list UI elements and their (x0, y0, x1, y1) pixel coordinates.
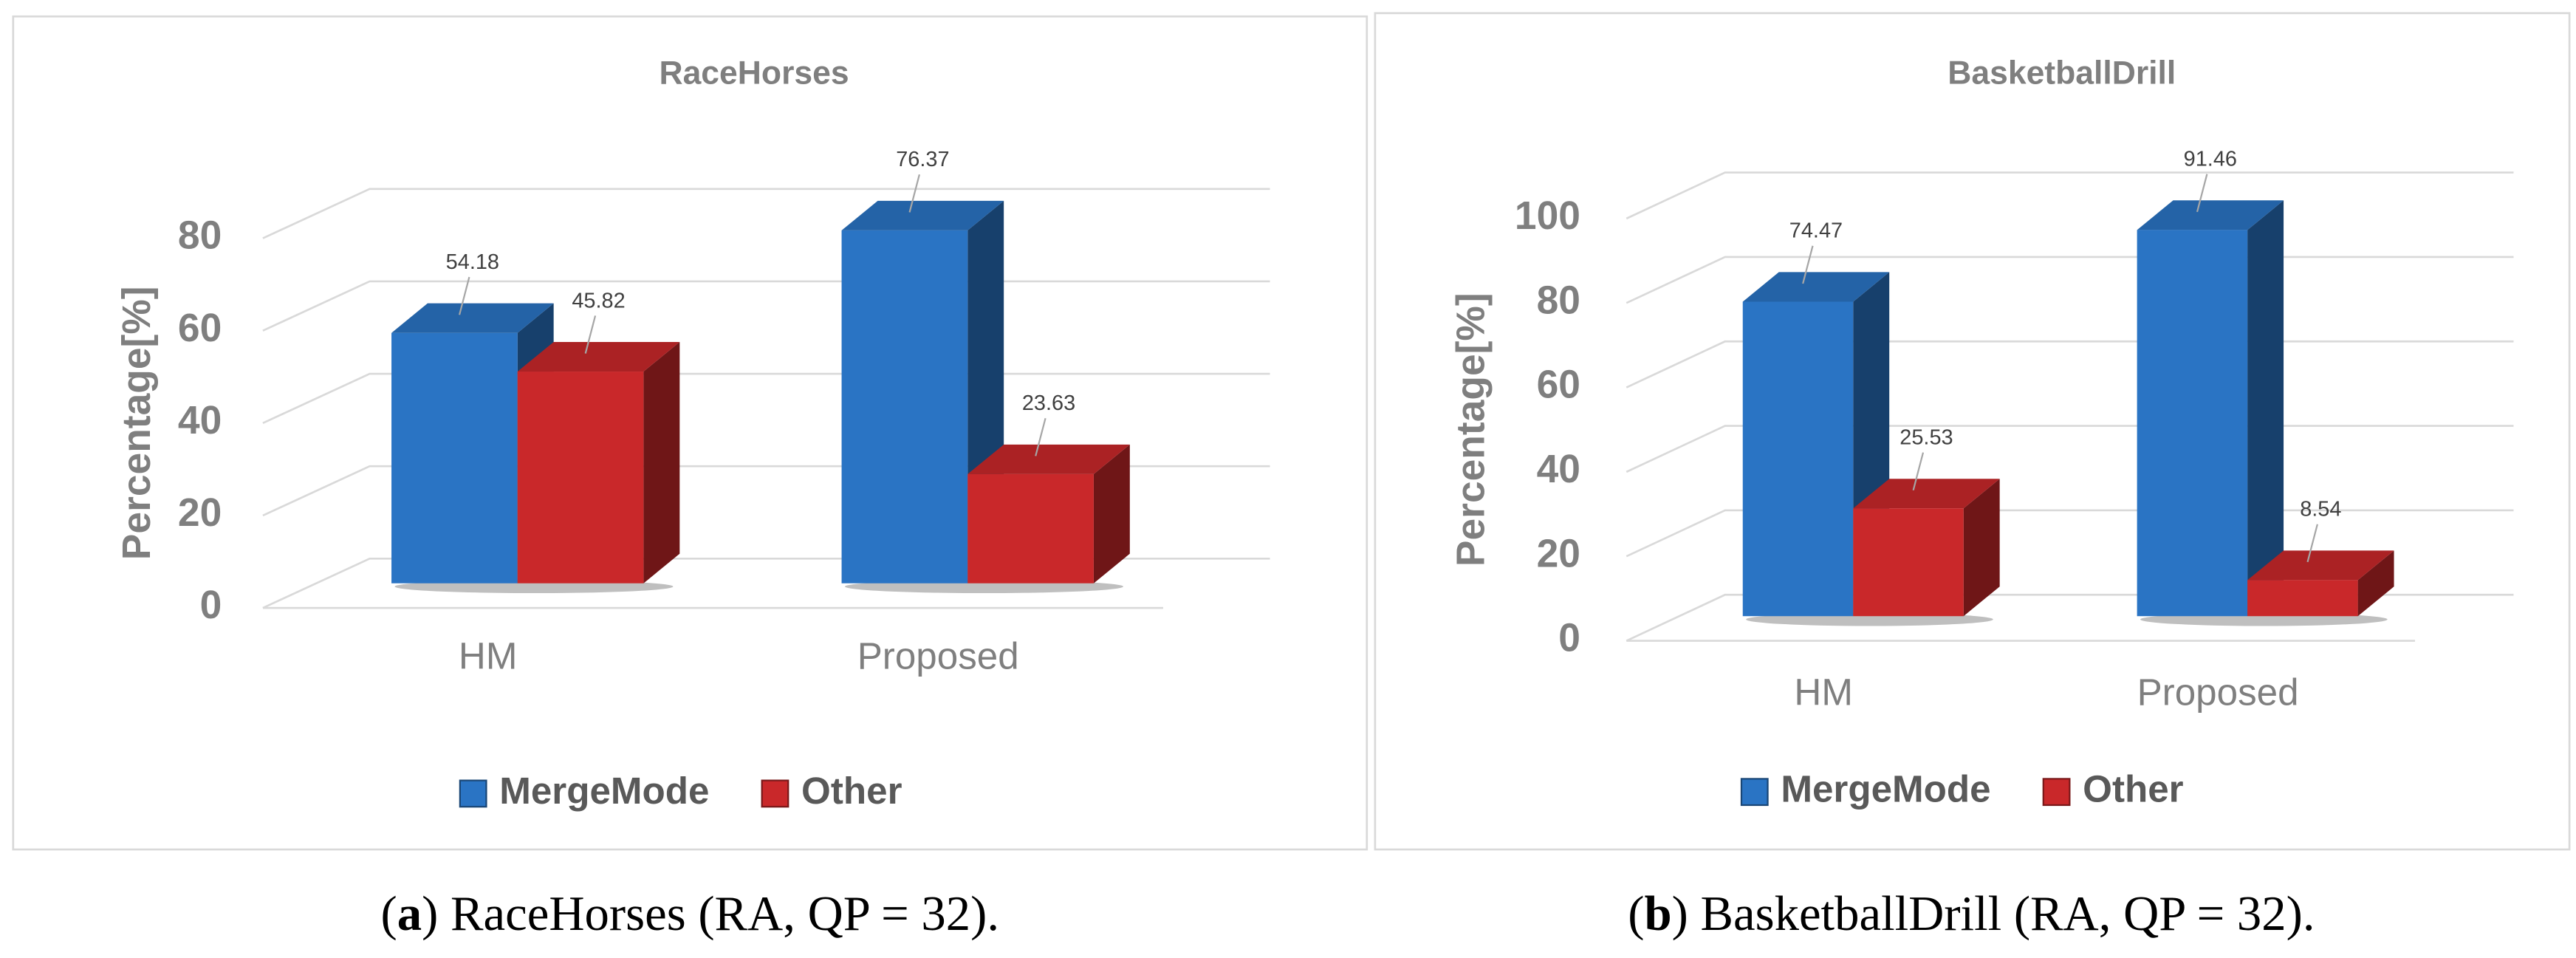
value-label: 45.82 (572, 289, 625, 312)
bar-top (517, 341, 680, 372)
y-tick-label: 60 (178, 307, 222, 350)
legend-swatch (761, 779, 789, 808)
bar-front (2247, 580, 2358, 617)
bar-front (1742, 301, 1854, 617)
bar-side (1093, 444, 1130, 584)
value-leader (1802, 245, 1814, 284)
y-tick-label: 0 (200, 584, 222, 627)
chart-title: BasketballDrill (1948, 55, 2176, 91)
y-tick-label: 100 (1515, 194, 1580, 238)
caption-open: ( (1628, 887, 1644, 941)
bar-front (2137, 230, 2248, 617)
bar-top (967, 444, 1130, 474)
x-tick-label: Proposed (857, 634, 1019, 677)
legend-swatch (459, 779, 487, 808)
caption: (b) BasketballDrill (RA, QP = 32). (1628, 887, 2315, 941)
chart: RaceHorses 0 20 40 60 80 Percentage[%] HM 54.18 4… (12, 15, 1368, 941)
x-tick-label: HM (459, 634, 518, 677)
y-tick-label: 0 (1558, 617, 1580, 660)
value-leader (458, 276, 470, 315)
value-label: 76.37 (896, 148, 949, 171)
bar-top (2137, 200, 2284, 230)
bar-front (391, 332, 518, 584)
panel (12, 15, 1368, 851)
bar-front (517, 372, 644, 584)
value-leader (1035, 417, 1046, 456)
bar-side (2247, 200, 2284, 617)
caption-open: ( (381, 887, 397, 941)
bar-top (2247, 550, 2394, 581)
value-label: 54.18 (446, 250, 499, 274)
y-tick-label: 20 (1537, 532, 1580, 575)
bar-front (967, 473, 1094, 584)
bar (2137, 200, 2284, 617)
y-tick-label: 80 (178, 214, 222, 258)
value-leader (2196, 174, 2208, 213)
bar-top (391, 303, 554, 333)
y-axis-label: Percentage[%] (115, 286, 159, 560)
caption-text: ) BasketballDrill (RA, QP = 32). (1672, 887, 2315, 941)
panel (1374, 12, 2571, 851)
bar-front (1853, 508, 1964, 617)
value-label: 91.46 (2184, 148, 2237, 171)
value-label: 23.63 (1022, 391, 1075, 415)
caption-text: ) RaceHorses (RA, QP = 32). (422, 887, 999, 941)
x-tick-label: HM (1794, 671, 1853, 713)
bar (1853, 479, 2000, 617)
bar-side (643, 341, 680, 584)
caption: (a) RaceHorses (RA, QP = 32). (381, 887, 999, 941)
legend-swatch (1740, 778, 1769, 807)
bar (2247, 550, 2394, 617)
bar-top (1853, 479, 2000, 509)
legend-swatch (2042, 778, 2071, 807)
chart: BasketballDrill 0 20 40 60 80 100 Percentage[%]… (1374, 12, 2571, 941)
grid-line (262, 188, 1270, 239)
y-tick-label: 60 (1537, 363, 1580, 407)
y-tick-label: 40 (1537, 448, 1580, 491)
bar-side (2357, 550, 2394, 617)
bar-front (841, 230, 968, 584)
legend-label: MergeMode (1781, 768, 1990, 810)
value-leader (908, 174, 920, 213)
legend-label: Other (801, 770, 902, 812)
value-label: 74.47 (1789, 219, 1843, 243)
y-tick-label: 20 (178, 491, 222, 535)
caption-label: b (1645, 887, 1672, 941)
bar-side (1963, 479, 2000, 617)
value-leader (584, 315, 597, 354)
bar (517, 341, 680, 584)
bar-top (841, 200, 1004, 230)
bar-top (1742, 272, 1890, 302)
chart-title: RaceHorses (659, 55, 849, 91)
y-tick-label: 40 (178, 399, 222, 442)
grid-line (1626, 171, 2514, 220)
value-label: 8.54 (2300, 498, 2341, 521)
caption-label: a (397, 887, 422, 941)
x-tick-label: Proposed (2137, 671, 2299, 713)
y-tick-label: 80 (1537, 278, 1580, 322)
value-label: 25.53 (1900, 425, 1953, 449)
value-leader (2306, 524, 2318, 563)
legend-label: Other (2083, 768, 2184, 810)
bar (967, 444, 1130, 584)
legend-label: MergeMode (499, 770, 709, 812)
value-leader (1912, 452, 1925, 491)
y-axis-label: Percentage[%] (1449, 292, 1493, 567)
figure-content: RaceHorses 0 20 40 60 80 Percentage[%] HM 54.18 4… (12, 12, 2571, 941)
